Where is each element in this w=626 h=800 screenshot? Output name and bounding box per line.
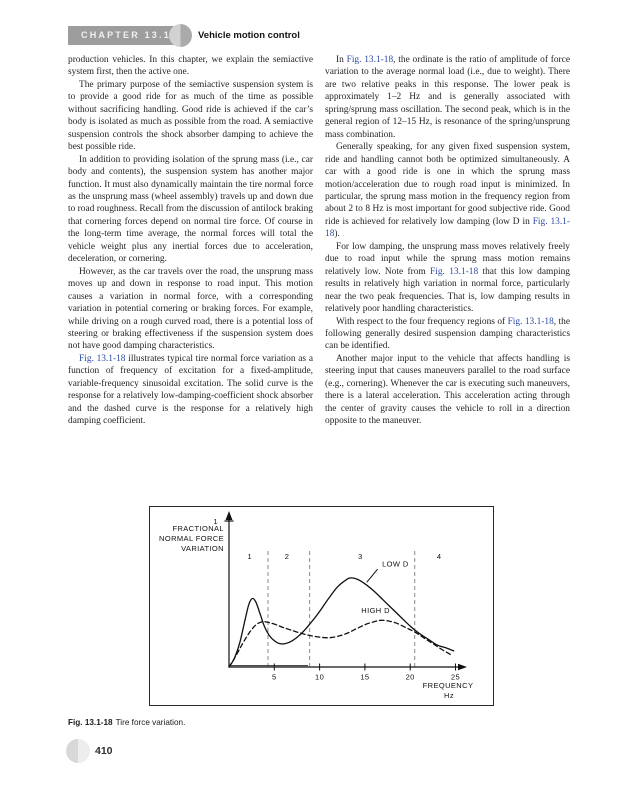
curve-low-d — [228, 577, 455, 668]
text-run: illustrates typical tire normal force va… — [68, 353, 313, 427]
series-label: HIGH D — [361, 606, 390, 615]
x-axis-arrow — [458, 663, 467, 671]
paragraph: In addition to providing isolation of th… — [68, 154, 313, 266]
text-run: production vehicles. In this chapter, we… — [68, 55, 313, 78]
figure-reference-link[interactable]: Fig. 13.1-18 — [430, 266, 479, 277]
x-tick-label: 20 — [406, 673, 415, 682]
region-label: 3 — [358, 552, 363, 561]
figure-caption-text: Tire force variation. — [115, 718, 186, 727]
chapter-label: CHAPTER 13.1 — [68, 26, 180, 45]
text-run: Another major input to the vehicle that … — [325, 353, 570, 427]
text-run: For low damping, the unsprung mass moves… — [325, 241, 570, 277]
text-column-left: production vehicles. In this chapter, we… — [68, 54, 313, 428]
figure-reference-link[interactable]: Fig. 13.1-18 — [346, 55, 394, 65]
page-number-circle-icon — [66, 739, 90, 763]
text-run: ). — [334, 229, 340, 240]
x-axis-title: FREQUENCY — [423, 681, 474, 690]
curve-high-d — [228, 619, 453, 668]
y-axis-arrow — [225, 511, 233, 520]
text-column-right: In Fig. 13.1-18, the ordinate is the rat… — [325, 54, 570, 428]
chapter-circle-icon — [169, 24, 192, 47]
y-axis-title: VARIATION — [181, 544, 224, 553]
x-tick-label: 5 — [272, 673, 277, 682]
text-run: , the ordinate is the ratio of amplitude… — [325, 55, 571, 140]
region-label: 4 — [437, 552, 442, 561]
page-number: 410 — [95, 745, 113, 757]
y-axis-title: FRACTIONAL — [172, 524, 224, 533]
paragraph: Another major input to the vehicle that … — [325, 353, 570, 428]
x-tick-label: 15 — [360, 673, 369, 682]
figure-caption: Fig. 13.1-18 Tire force variation. — [68, 718, 185, 727]
text-run: Generally speaking, for any given fixed … — [325, 142, 570, 227]
text-run: In — [336, 55, 347, 65]
y-axis-title: NORMAL FORCE — [159, 534, 224, 543]
figure-caption-label: Fig. 13.1-18 — [68, 718, 113, 727]
series-label-pointer-line — [366, 568, 378, 583]
paragraph: In Fig. 13.1-18, the ordinate is the rat… — [325, 54, 570, 141]
text-run: , the following generally desired suspen… — [325, 316, 570, 352]
x-tick-label: 25 — [451, 673, 460, 682]
paragraph: Generally speaking, for any given fixed … — [325, 141, 570, 241]
figure-reference-link[interactable]: Fig. 13.1-18 — [507, 316, 554, 327]
x-tick-label: 10 — [315, 673, 324, 682]
paragraph: The primary purpose of the semiactive su… — [68, 79, 313, 154]
paragraph: production vehicles. In this chapter, we… — [68, 54, 313, 79]
text-run: that this low damping results in relativ… — [325, 266, 570, 315]
text-run: With respect to the four frequency regio… — [336, 316, 508, 327]
paragraph: However, as the car travels over the roa… — [68, 266, 313, 353]
region-label: 1 — [248, 552, 253, 561]
y-tick-label: 1 — [213, 517, 218, 526]
paragraph: With respect to the four frequency regio… — [325, 316, 570, 353]
region-label: 2 — [285, 552, 290, 561]
page-title: Vehicle motion control — [198, 30, 300, 41]
text-run: However, as the car travels over the roa… — [68, 266, 313, 352]
text-run: In addition to providing isolation of th… — [68, 154, 313, 265]
series-label: LOW D — [382, 559, 409, 568]
body-text: production vehicles. In this chapter, we… — [68, 54, 570, 428]
figure-reference-link[interactable]: Fig. 13.1-18 — [325, 216, 570, 240]
figure-reference-link[interactable]: Fig. 13.1-18 — [79, 353, 126, 364]
paragraph: Fig. 13.1-18 illustrates typical tire no… — [68, 353, 313, 428]
text-run: The primary purpose of the semiactive su… — [68, 79, 313, 153]
figure-13-1-18: 1 2 3 4 1 5 10 15 20 25 FRACTIONAL NORMAL FORCE VARI… — [149, 506, 494, 706]
paragraph: For low damping, the unsprung mass moves… — [325, 241, 570, 316]
x-axis-unit: Hz — [444, 691, 454, 700]
